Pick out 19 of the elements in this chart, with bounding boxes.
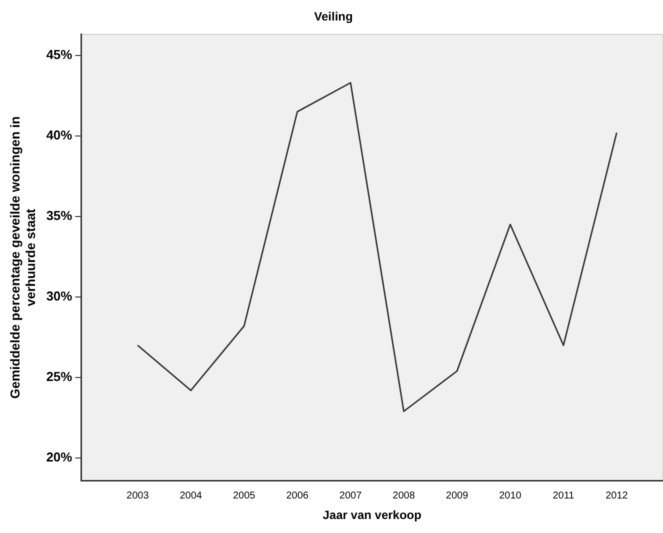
- x-tick-label: 2005: [232, 490, 256, 502]
- x-tick-label: 2003: [126, 490, 150, 502]
- y-tick-label: 25%: [46, 369, 73, 384]
- y-tick-label: 35%: [46, 208, 73, 223]
- x-axis-title: Jaar van verkoop: [322, 508, 422, 522]
- x-tick-label: 2009: [446, 490, 469, 502]
- y-tick-label: 30%: [46, 288, 73, 304]
- x-tick-label: 2010: [499, 490, 522, 502]
- x-tick-label: 2007: [339, 490, 362, 502]
- x-tick-label: 2012: [606, 490, 628, 502]
- x-tick-label: 2006: [286, 490, 309, 502]
- y-tick-label: 20%: [46, 450, 73, 465]
- y-tick-label: 40%: [46, 127, 73, 142]
- x-tick-label: 2004: [180, 490, 202, 502]
- y-axis-title: Gemiddelde percentage geveilde woningen in verhuurde staat: [7, 116, 38, 399]
- y-tick-label: 45%: [46, 46, 73, 62]
- x-tick-label: 2008: [392, 490, 416, 502]
- chart-title: Veiling: [314, 10, 353, 24]
- x-tick-label: 2011: [552, 490, 575, 502]
